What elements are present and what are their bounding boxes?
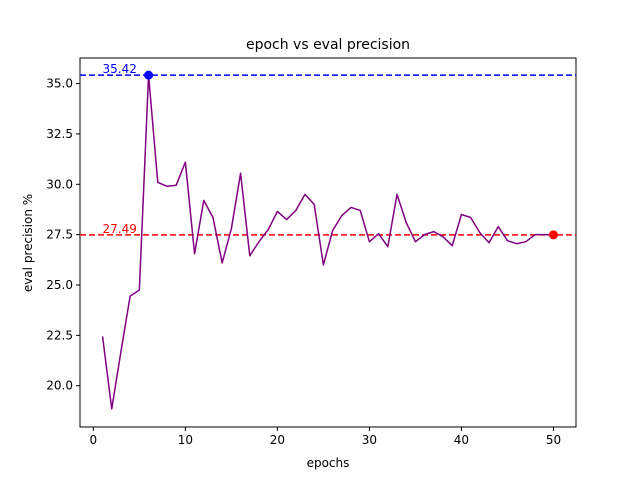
series-line [101, 74, 554, 410]
y-axis-label: eval precision % [21, 194, 35, 292]
x-tick-label: 40 [454, 433, 469, 447]
chart-title: epoch vs eval precision [246, 37, 410, 53]
x-tick-label: 30 [362, 433, 377, 447]
x-tick-label: 0 [90, 433, 98, 447]
y-tick-label: 30.0 [46, 177, 73, 191]
y-tick-label: 22.5 [46, 328, 73, 342]
x-tick-label: 10 [178, 433, 193, 447]
x-axis: 0 10 20 30 40 50 [90, 427, 561, 447]
y-tick-label: 32.5 [46, 127, 73, 141]
x-axis-label: epochs [307, 456, 350, 470]
y-axis: 20.0 22.5 25.0 27.5 30.0 32.5 35.0 [46, 77, 80, 393]
y-tick-label: 27.5 [46, 228, 73, 242]
reference-line-label: 27.49 [103, 222, 137, 236]
y-tick-label: 35.0 [46, 77, 73, 91]
reference-lines: 35.42 27.49 [80, 62, 576, 236]
highlight-point [144, 70, 154, 80]
highlight-points [144, 70, 558, 240]
plot-area [79, 57, 577, 428]
plot-frame [79, 57, 577, 428]
y-tick-label: 25.0 [46, 278, 73, 292]
x-tick-label: 20 [270, 433, 285, 447]
series-group [101, 74, 554, 410]
x-tick-label: 50 [546, 433, 561, 447]
highlight-point [548, 230, 558, 240]
y-tick-label: 20.0 [46, 379, 73, 393]
reference-line-label: 35.42 [103, 62, 137, 76]
